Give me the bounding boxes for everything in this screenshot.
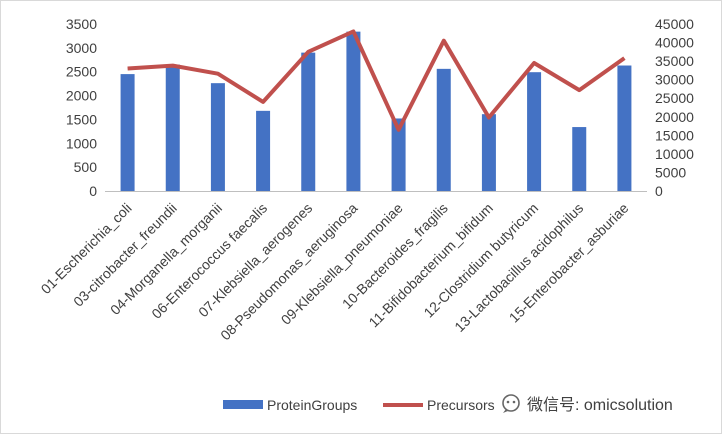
legend-label-proteingroups: ProteinGroups xyxy=(267,397,357,413)
right-axis-ticks: 0 5000 10000 15000 20000 25000 30000 35000 40000… xyxy=(655,16,694,199)
bar-10 xyxy=(527,72,541,191)
right-tick-label: 30000 xyxy=(655,72,694,88)
left-tick-label: 3500 xyxy=(66,16,97,32)
legend-swatch-proteingroups xyxy=(223,400,263,409)
bar-11 xyxy=(572,127,586,191)
left-axis-ticks: 0 500 1000 1500 2000 2500 3000 3500 xyxy=(66,16,97,199)
right-tick-label: 25000 xyxy=(655,90,694,106)
left-tick-label: 3000 xyxy=(66,40,97,56)
line-series xyxy=(127,31,624,130)
bar-4 xyxy=(256,111,270,191)
category-labels: 01-Escherichia_coli03-citrobacter_freund… xyxy=(38,200,632,344)
bar-1 xyxy=(121,74,135,191)
bar-3 xyxy=(211,83,225,191)
right-tick-label: 0 xyxy=(655,183,663,199)
left-tick-label: 1000 xyxy=(66,135,97,151)
left-tick-label: 2000 xyxy=(66,88,97,104)
bar-2 xyxy=(166,65,180,191)
bar-series xyxy=(121,32,632,191)
watermark-text: 微信号: omicsolution xyxy=(527,396,673,414)
left-tick-label: 0 xyxy=(89,183,97,199)
right-tick-label: 35000 xyxy=(655,53,694,69)
bar-6 xyxy=(346,32,360,191)
right-tick-label: 40000 xyxy=(655,35,694,51)
right-tick-label: 20000 xyxy=(655,109,694,125)
legend: ProteinGroups Precursors xyxy=(223,397,495,413)
bar-12 xyxy=(617,66,631,191)
bar-9 xyxy=(482,114,496,191)
right-tick-label: 45000 xyxy=(655,16,694,32)
wechat-icon xyxy=(503,395,519,413)
watermark: 微信号: omicsolution xyxy=(503,395,673,414)
left-tick-label: 500 xyxy=(74,159,98,175)
bar-8 xyxy=(437,69,451,191)
left-tick-label: 2500 xyxy=(66,64,97,80)
right-tick-label: 5000 xyxy=(655,164,686,180)
bar-5 xyxy=(301,53,315,191)
right-tick-label: 15000 xyxy=(655,127,694,143)
right-tick-label: 10000 xyxy=(655,146,694,162)
legend-label-precursors: Precursors xyxy=(427,397,495,413)
left-tick-label: 1500 xyxy=(66,111,97,127)
precursors-line xyxy=(128,31,625,129)
